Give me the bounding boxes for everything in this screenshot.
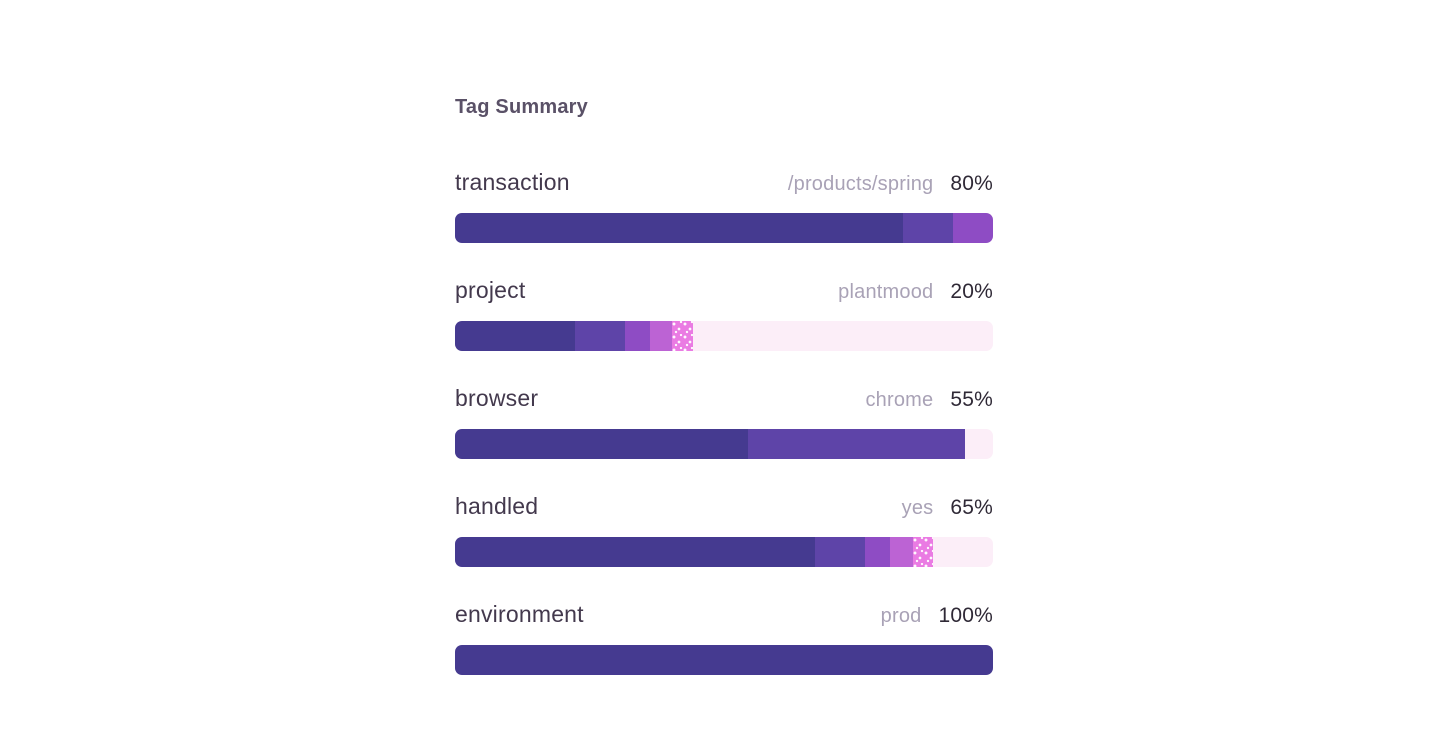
panel-title: Tag Summary bbox=[455, 96, 588, 118]
tag-distribution-bar[interactable] bbox=[455, 429, 993, 459]
tag-row-header: browser chrome 55% bbox=[455, 385, 993, 414]
tag-row: handled yes 65% bbox=[455, 493, 993, 567]
bar-segment[interactable] bbox=[455, 321, 575, 351]
tag-percent: 65% bbox=[950, 496, 993, 519]
tag-distribution-bar[interactable] bbox=[455, 645, 993, 675]
tag-percent: 55% bbox=[950, 388, 993, 411]
tag-key: transaction bbox=[455, 169, 570, 195]
tag-distribution-bar[interactable] bbox=[455, 537, 993, 567]
bar-segment[interactable] bbox=[455, 213, 904, 243]
bar-segment[interactable] bbox=[455, 537, 815, 567]
bar-segment[interactable] bbox=[953, 213, 993, 243]
tag-percent: 80% bbox=[950, 172, 993, 195]
tag-row: transaction /products/spring 80% bbox=[455, 169, 993, 243]
bar-segment[interactable] bbox=[864, 537, 890, 567]
tag-row: project plantmood 20% bbox=[455, 277, 993, 351]
bar-segment[interactable] bbox=[889, 537, 913, 567]
bar-segment[interactable] bbox=[649, 321, 672, 351]
tag-key: handled bbox=[455, 493, 539, 519]
tag-row: browser chrome 55% bbox=[455, 385, 993, 459]
tag-key: browser bbox=[455, 385, 539, 411]
tag-row-header: transaction /products/spring 80% bbox=[455, 169, 993, 198]
bar-segment[interactable] bbox=[903, 213, 954, 243]
tag-rows: transaction /products/spring 80% project… bbox=[455, 169, 993, 675]
tag-row-header: handled yes 65% bbox=[455, 493, 993, 522]
tag-distribution-bar[interactable] bbox=[455, 321, 993, 351]
tag-top-value: /products/spring bbox=[787, 173, 934, 195]
bar-segment[interactable] bbox=[574, 321, 625, 351]
tag-top-value: plantmood bbox=[838, 281, 934, 303]
tag-top-value: prod bbox=[880, 605, 922, 627]
bar-segment[interactable] bbox=[748, 429, 966, 459]
tag-row-header: project plantmood 20% bbox=[455, 277, 993, 306]
tag-top-value: yes bbox=[901, 497, 934, 519]
tag-distribution-bar[interactable] bbox=[455, 213, 993, 243]
tag-top-value: chrome bbox=[865, 389, 934, 411]
tag-row-header: environment prod 100% bbox=[455, 601, 993, 630]
bar-segment[interactable] bbox=[625, 321, 650, 351]
bar-segment-other-pattern[interactable] bbox=[912, 537, 933, 567]
bar-segment[interactable] bbox=[814, 537, 865, 567]
tag-summary-panel: Tag Summary transaction /products/spring… bbox=[455, 95, 993, 709]
bar-segment[interactable] bbox=[455, 645, 993, 675]
tag-percent: 20% bbox=[950, 280, 993, 303]
tag-row: environment prod 100% bbox=[455, 601, 993, 675]
tag-percent: 100% bbox=[938, 604, 993, 627]
tag-key: project bbox=[455, 277, 526, 303]
bar-segment-other-pattern[interactable] bbox=[671, 321, 693, 351]
bar-segment[interactable] bbox=[455, 429, 749, 459]
tag-key: environment bbox=[455, 601, 584, 627]
